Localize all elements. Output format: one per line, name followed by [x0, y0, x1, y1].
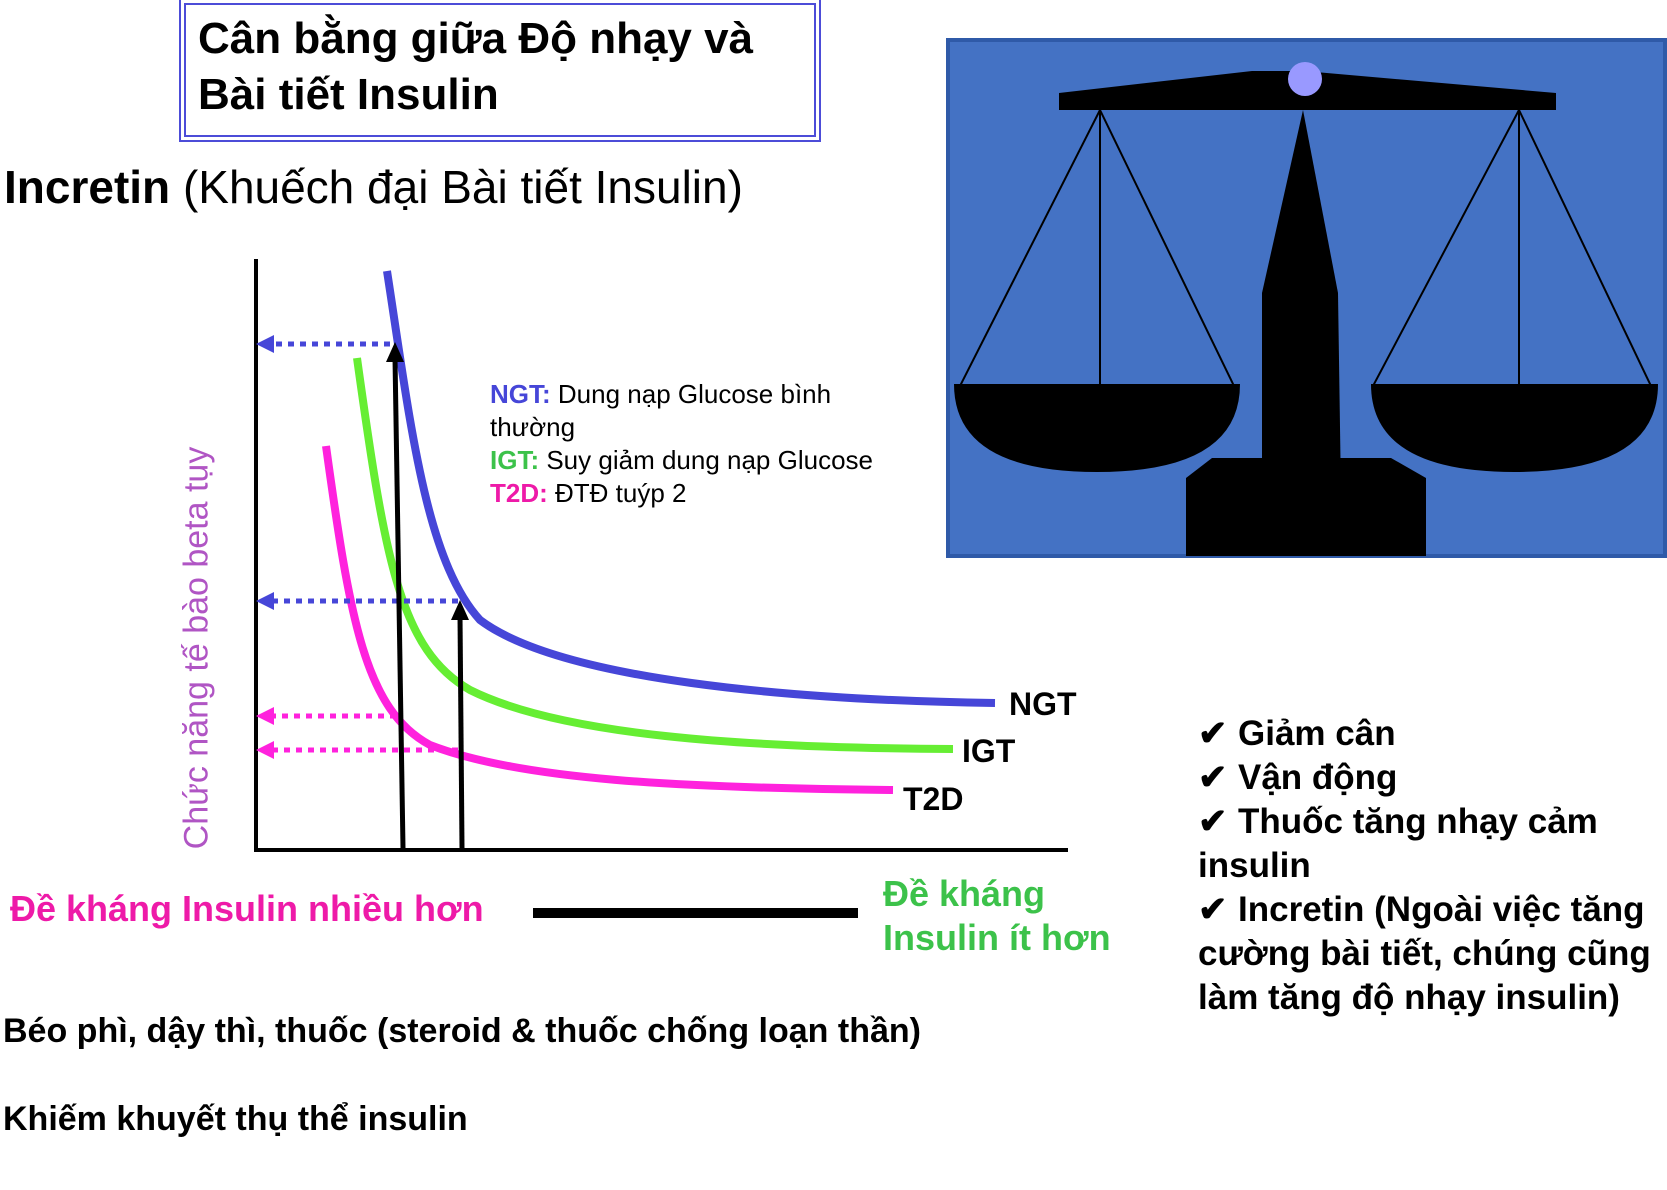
intervention-item: ✔ Giảm cân	[1198, 712, 1658, 756]
legend-text-ngt: Dung nạp Glucose bình	[557, 379, 832, 409]
legend-key-igt: IGT:	[490, 445, 540, 475]
subtitle-rest: (Khuếch đại Bài tiết Insulin)	[182, 161, 743, 213]
intervention-item: ✔ Vận động	[1198, 756, 1658, 800]
vertical-arrow-right	[457, 614, 465, 849]
t2d-arrowhead-top	[256, 707, 274, 725]
t2d-curve	[322, 445, 894, 794]
less-resistance-label: Đề kháng Insulin ít hơn	[883, 872, 1111, 960]
legend-row-ngt: NGT: Dung nạp Glucose bình	[490, 378, 873, 411]
beta-cell-curve-chart	[254, 259, 1068, 852]
vertical-arrow-left	[392, 357, 406, 849]
checkmark-icon: ✔	[1198, 714, 1228, 753]
less-resistance-line-2: Insulin ít hơn	[883, 917, 1111, 958]
causes-line-1: Béo phì, dậy thì, thuốc (steroid & thuốc…	[3, 1012, 921, 1050]
checkmark-icon: ✔	[1198, 802, 1228, 841]
legend-key-ngt: NGT:	[490, 379, 551, 409]
intervention-item: ✔ Thuốc tăng nhạy cảm insulin	[1198, 800, 1658, 888]
vertical-arrowhead-left	[386, 342, 404, 362]
scale-left-pan	[954, 384, 1240, 472]
checkmark-icon: ✔	[1198, 890, 1228, 929]
ngt-arrowhead-top	[256, 335, 274, 353]
vertical-arrowhead-right	[451, 600, 469, 620]
intervention-text: Incretin (Ngoài việc tăng cường bài tiết…	[1198, 890, 1651, 1017]
title-line-1: Cân bằng giữa Độ nhạy và	[198, 14, 754, 63]
legend-text-ngt-cont: thường	[490, 412, 576, 442]
legend-text-t2d: ĐTĐ tuýp 2	[555, 478, 687, 508]
igt-curve-label: IGT	[962, 733, 1016, 769]
t2d-curve-label: T2D	[903, 781, 964, 817]
t2d-arrowhead-bottom	[256, 741, 274, 759]
ngt-curve	[383, 270, 996, 707]
igt-curve	[353, 357, 954, 753]
legend: NGT: Dung nạp Glucose bình thường IGT: S…	[490, 378, 873, 510]
subtitle: Incretin (Khuếch đại Bài tiết Insulin)	[4, 160, 743, 214]
checkmark-icon: ✔	[1198, 758, 1228, 797]
less-resistance-line-1: Đề kháng	[883, 873, 1046, 914]
intervention-item: ✔ Incretin (Ngoài việc tăng cường bài tiế…	[1198, 888, 1658, 1020]
balance-scale-icon	[946, 38, 1667, 558]
legend-row-igt: IGT: Suy giảm dung nạp Glucose	[490, 444, 873, 477]
scale-pivot	[1288, 62, 1322, 96]
legend-key-t2d: T2D:	[490, 478, 548, 508]
title-line-2: Bài tiết Insulin	[198, 70, 499, 119]
legend-text-igt: Suy giảm dung nạp Glucose	[546, 445, 873, 475]
subtitle-bold: Incretin	[4, 161, 171, 213]
ngt-arrowhead-mid	[256, 592, 274, 610]
scale-right-pan	[1371, 384, 1658, 472]
resistance-bar	[533, 908, 858, 918]
legend-row-t2d: T2D: ĐTĐ tuýp 2	[490, 477, 873, 510]
intervention-text: Thuốc tăng nhạy cảm insulin	[1198, 802, 1598, 885]
ngt-curve-label: NGT	[1009, 686, 1077, 722]
intervention-text: Vận động	[1238, 758, 1398, 797]
interventions-list: ✔ Giảm cân ✔ Vận động ✔ Thuốc tăng nhạy cảm…	[1198, 712, 1658, 1020]
scale-column	[1262, 110, 1341, 494]
more-resistance-label: Đề kháng Insulin nhiều hơn	[10, 888, 484, 929]
causes-line-2: Khiếm khuyết thụ thể insulin	[3, 1100, 468, 1138]
intervention-text: Giảm cân	[1238, 714, 1396, 753]
title-box: Cân bằng giữa Độ nhạy và Bài tiết Insuli…	[179, 0, 821, 142]
scale-base	[1186, 458, 1426, 556]
